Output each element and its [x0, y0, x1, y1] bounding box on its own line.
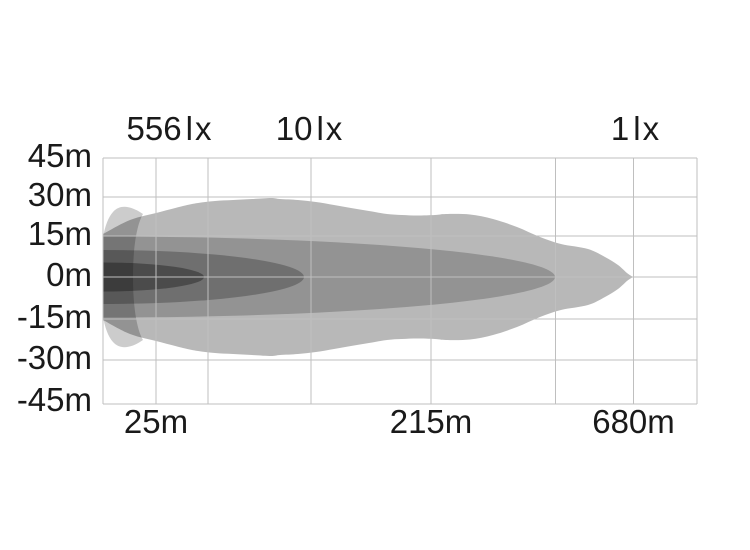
svg-text:-30m: -30m [17, 339, 92, 376]
svg-text:25m: 25m [124, 403, 188, 440]
svg-text:15m: 15m [28, 215, 92, 252]
svg-text:1lx: 1 lx [611, 110, 660, 147]
svg-text:30m: 30m [28, 176, 92, 213]
svg-text:0m: 0m [46, 256, 92, 293]
svg-text:680m: 680m [592, 403, 675, 440]
svg-text:-45m: -45m [17, 381, 92, 418]
svg-text:-15m: -15m [17, 298, 92, 335]
svg-text:45m: 45m [28, 137, 92, 174]
svg-text:215m: 215m [390, 403, 473, 440]
